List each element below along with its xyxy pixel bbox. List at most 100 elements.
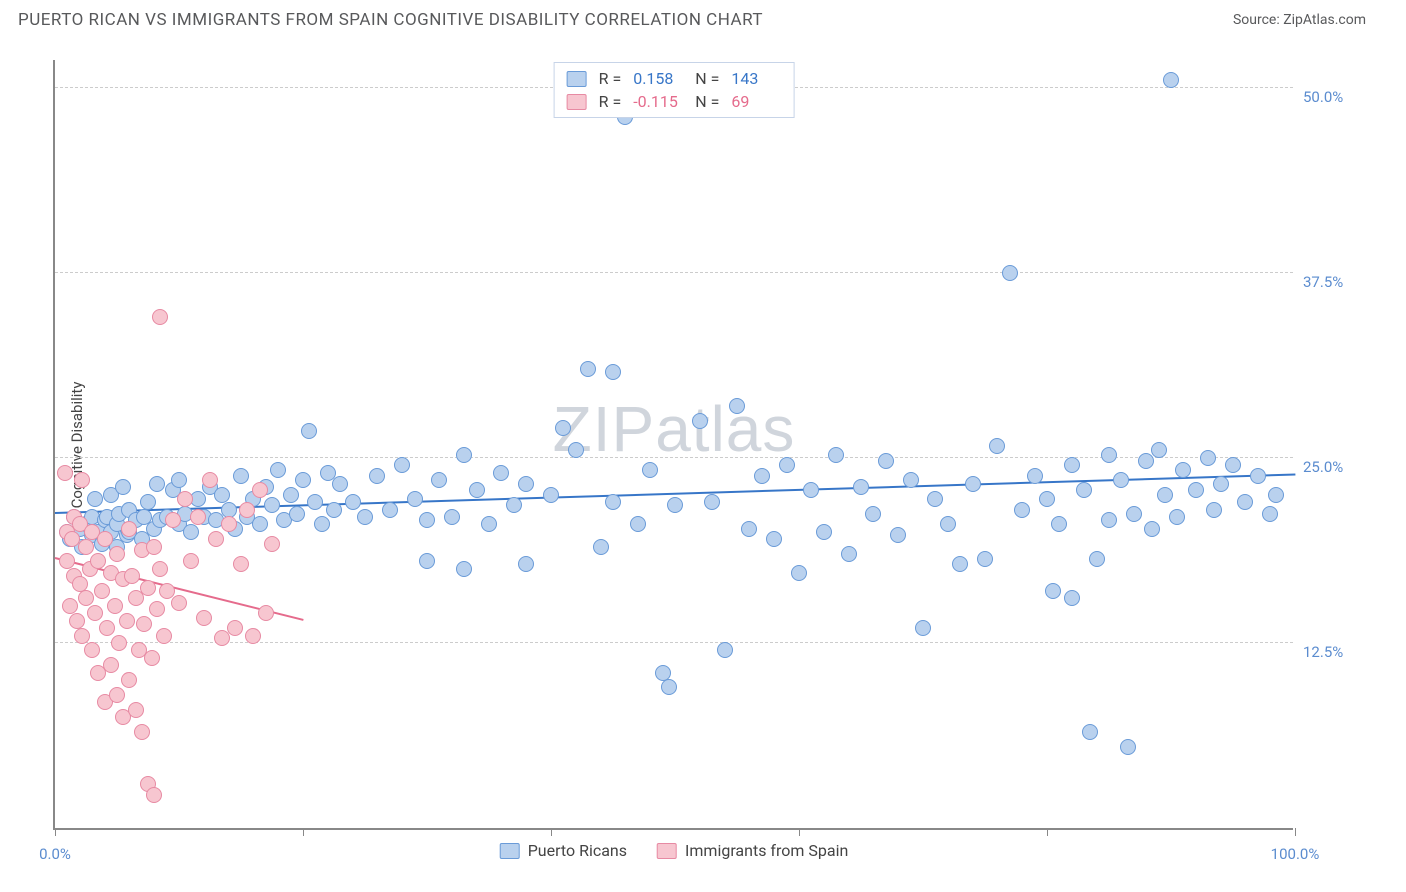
scatter-point <box>115 479 131 495</box>
scatter-point <box>692 413 708 429</box>
scatter-point <box>270 462 286 478</box>
scatter-point <box>1163 72 1179 88</box>
scatter-point <box>121 672 137 688</box>
scatter-point <box>239 502 255 518</box>
scatter-point <box>111 635 127 651</box>
scatter-point <box>1151 442 1167 458</box>
scatter-point <box>704 494 720 510</box>
gridline <box>55 272 1293 273</box>
scatter-point <box>84 642 100 658</box>
scatter-point <box>57 465 73 481</box>
legend-swatch <box>567 71 587 87</box>
source-label: Source: ZipAtlas.com <box>1233 12 1366 28</box>
scatter-point <box>1175 462 1191 478</box>
x-tick <box>1047 828 1048 836</box>
plot-area: ZIPatlas R =0.158N =143R =-0.115N =69 Pu… <box>53 60 1293 830</box>
scatter-point <box>1064 457 1080 473</box>
scatter-point <box>469 482 485 498</box>
scatter-point <box>1113 472 1129 488</box>
scatter-point <box>717 642 733 658</box>
scatter-point <box>208 531 224 547</box>
scatter-point <box>1262 506 1278 522</box>
scatter-point <box>791 565 807 581</box>
scatter-point <box>357 509 373 525</box>
scatter-point <box>667 497 683 513</box>
scatter-point <box>754 468 770 484</box>
scatter-point <box>289 506 305 522</box>
scatter-point <box>121 521 137 537</box>
scatter-point <box>144 650 160 666</box>
scatter-point <box>828 447 844 463</box>
stats-r-value: -0.115 <box>633 92 683 111</box>
scatter-point <box>1120 739 1136 755</box>
scatter-point <box>233 556 249 572</box>
scatter-point <box>927 491 943 507</box>
scatter-point <box>62 598 78 614</box>
scatter-point <box>1250 468 1266 484</box>
scatter-point <box>1101 447 1117 463</box>
scatter-point <box>74 472 90 488</box>
scatter-point <box>518 476 534 492</box>
scatter-point <box>1237 494 1253 510</box>
scatter-point <box>940 516 956 532</box>
scatter-point <box>481 516 497 532</box>
stats-r-label: R = <box>599 92 622 111</box>
x-tick <box>55 828 56 836</box>
legend-item: Immigrants from Spain <box>657 841 848 860</box>
scatter-point <box>326 502 342 518</box>
scatter-point <box>630 516 646 532</box>
scatter-point <box>78 539 94 555</box>
scatter-point <box>258 605 274 621</box>
scatter-point <box>989 438 1005 454</box>
scatter-point <box>69 613 85 629</box>
scatter-point <box>140 580 156 596</box>
scatter-point <box>87 605 103 621</box>
scatter-point <box>119 613 135 629</box>
scatter-point <box>394 457 410 473</box>
scatter-point <box>369 468 385 484</box>
stats-row: R =-0.115N =69 <box>567 92 782 111</box>
scatter-point <box>171 472 187 488</box>
chart-title: PUERTO RICAN VS IMMIGRANTS FROM SPAIN CO… <box>18 10 763 30</box>
scatter-point <box>99 620 115 636</box>
y-tick-label: 50.0% <box>1303 88 1343 106</box>
scatter-point <box>146 787 162 803</box>
scatter-point <box>407 491 423 507</box>
scatter-point <box>196 610 212 626</box>
x-tick <box>303 828 304 836</box>
scatter-point <box>543 487 559 503</box>
scatter-point <box>1213 476 1229 492</box>
scatter-point <box>1002 265 1018 281</box>
scatter-point <box>264 536 280 552</box>
scatter-point <box>124 568 140 584</box>
y-tick-label: 12.5% <box>1303 643 1343 661</box>
scatter-point <box>252 516 268 532</box>
scatter-point <box>190 509 206 525</box>
scatter-point <box>128 702 144 718</box>
scatter-point <box>1045 583 1061 599</box>
scatter-point <box>1169 509 1185 525</box>
legend-swatch <box>567 94 587 110</box>
scatter-point <box>1076 482 1092 498</box>
scatter-point <box>568 442 584 458</box>
scatter-point <box>605 494 621 510</box>
scatter-point <box>109 546 125 562</box>
scatter-point <box>140 494 156 510</box>
scatter-point <box>183 553 199 569</box>
scatter-point <box>156 628 172 644</box>
trend-line <box>303 618 1047 805</box>
scatter-point <box>301 423 317 439</box>
scatter-point <box>97 531 113 547</box>
scatter-point <box>177 491 193 507</box>
scatter-point <box>1225 457 1241 473</box>
legend-swatch <box>657 843 677 859</box>
scatter-point <box>1082 724 1098 740</box>
scatter-point <box>227 620 243 636</box>
scatter-point <box>214 487 230 503</box>
stats-legend-box: R =0.158N =143R =-0.115N =69 <box>554 62 795 118</box>
scatter-point <box>803 482 819 498</box>
scatter-point <box>136 616 152 632</box>
scatter-point <box>903 472 919 488</box>
chart-wrap: Cognitive Disability ZIPatlas R =0.158N … <box>18 45 1388 845</box>
scatter-point <box>1064 590 1080 606</box>
